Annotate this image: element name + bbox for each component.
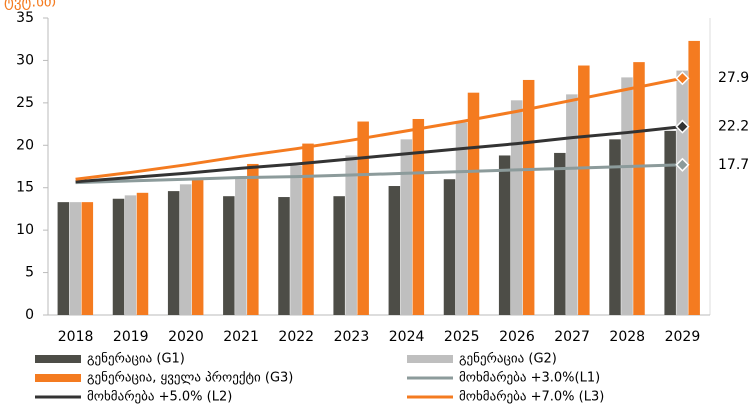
bar — [566, 94, 578, 315]
bar — [191, 180, 204, 315]
y-tick-label: 10 — [16, 222, 34, 238]
bar — [179, 184, 192, 315]
x-tick-label: 2025 — [444, 329, 480, 345]
legend-label: მოხმარება +5.0% (L2) — [87, 390, 232, 405]
x-tick-label: 2021 — [223, 329, 259, 345]
y-tick-label: 35 — [16, 10, 34, 26]
x-tick-label: 2028 — [609, 329, 645, 345]
bar — [578, 65, 590, 316]
y-tick-label: 5 — [25, 265, 34, 281]
data-label: 27.9 — [718, 70, 749, 86]
data-label: 17.7 — [718, 157, 749, 173]
line — [75, 163, 683, 185]
bar — [664, 130, 676, 315]
bar — [247, 163, 259, 315]
chart-title: ტვტ.სთ — [4, 0, 56, 11]
bar — [443, 179, 456, 315]
data-label: 22.2 — [718, 119, 749, 135]
line — [75, 76, 683, 181]
x-tick-label: 2019 — [113, 329, 149, 345]
x-tick-label: 2018 — [58, 329, 94, 345]
bar — [609, 139, 621, 315]
bar — [455, 122, 468, 315]
bar — [621, 77, 633, 316]
legend-swatch — [35, 355, 81, 363]
end-marker — [675, 157, 690, 172]
legend-label: გენერაცია, ყველა პროექტი (G3) — [87, 371, 293, 386]
bar — [510, 100, 523, 315]
bar — [345, 155, 357, 315]
bar — [522, 79, 535, 316]
legend-label: გენერაცია (G2) — [459, 352, 557, 367]
y-tick-label: 20 — [16, 137, 34, 153]
bar — [357, 121, 369, 315]
bar — [136, 192, 149, 315]
bar — [112, 198, 125, 315]
legend-label: მოხმარება +7.0% (L3) — [459, 390, 604, 405]
bar — [467, 92, 480, 315]
x-tick-label: 2022 — [278, 329, 314, 345]
bar — [688, 40, 700, 315]
bar — [57, 202, 70, 315]
bar — [124, 195, 137, 315]
legend-swatch — [407, 355, 453, 363]
end-marker — [675, 71, 690, 86]
line — [75, 125, 683, 184]
bar — [235, 177, 247, 315]
legend-label: მოხმარება +3.0%(L1) — [459, 371, 600, 386]
y-tick-label: 0 — [25, 307, 34, 323]
bar — [333, 196, 345, 315]
bar — [69, 202, 82, 315]
y-tick-label: 15 — [16, 180, 34, 196]
bar — [167, 191, 180, 315]
bar — [412, 118, 425, 315]
bar — [388, 186, 401, 315]
end-marker — [675, 119, 690, 134]
y-tick-label: 25 — [16, 95, 34, 111]
x-tick-label: 2026 — [499, 329, 535, 345]
bar — [554, 152, 566, 315]
y-tick-label: 30 — [16, 52, 34, 68]
legend-swatch — [35, 374, 81, 382]
x-tick-label: 2027 — [554, 329, 590, 345]
x-tick-label: 2023 — [334, 329, 370, 345]
bar — [223, 196, 235, 315]
bar — [400, 139, 413, 315]
bar — [81, 202, 94, 315]
bar — [290, 165, 302, 315]
bar — [676, 70, 688, 316]
bar — [278, 197, 290, 315]
bar — [302, 143, 314, 315]
x-tick-label: 2024 — [389, 329, 425, 345]
bar — [498, 155, 511, 315]
x-tick-label: 2020 — [168, 329, 204, 345]
x-tick-label: 2029 — [665, 329, 701, 345]
legend-label: გენერაცია (G1) — [87, 352, 185, 367]
bar — [633, 62, 645, 315]
